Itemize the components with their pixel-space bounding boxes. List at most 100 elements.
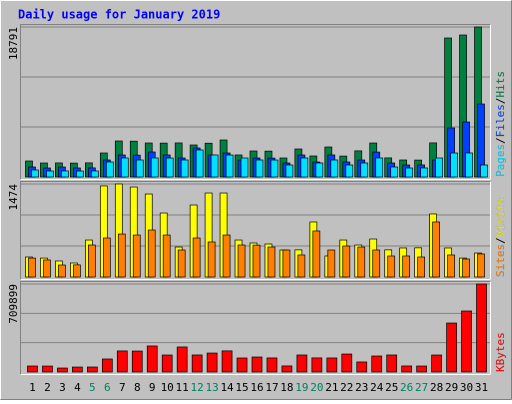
bar	[88, 244, 96, 278]
bar	[360, 162, 369, 178]
bar	[135, 159, 144, 178]
bar	[251, 356, 263, 373]
x-tick-label: 11	[176, 381, 189, 394]
legend-separator: /	[494, 98, 507, 105]
bar	[132, 234, 141, 278]
x-tick-label: 7	[119, 381, 126, 394]
x-tick-label: 4	[74, 381, 81, 394]
x-tick-label: 9	[149, 381, 156, 394]
bar	[102, 237, 111, 278]
x-tick-label: 20	[310, 381, 323, 394]
bar	[405, 167, 414, 178]
x-tick-label: 24	[370, 381, 384, 394]
bar	[28, 257, 36, 278]
x-tick-label: 17	[265, 381, 278, 394]
x-tick-label: 19	[295, 381, 308, 394]
bar	[101, 358, 113, 373]
bar	[237, 244, 246, 278]
bar	[311, 357, 323, 373]
x-tick-label: 12	[191, 381, 204, 394]
x-tick-label: 14	[220, 381, 234, 394]
x-tick-label: 15	[235, 381, 248, 394]
bar	[282, 249, 291, 278]
bar	[330, 159, 339, 178]
bar	[240, 157, 249, 178]
bar	[357, 246, 366, 278]
bar	[465, 152, 473, 178]
bar	[297, 254, 306, 278]
legend-separator: /	[494, 237, 507, 244]
bar	[372, 249, 381, 278]
legend-entry: KBytes	[494, 332, 507, 372]
legend: Pages/Files/Hits	[494, 71, 507, 177]
bar	[267, 246, 276, 278]
bar	[206, 352, 218, 373]
bar	[191, 354, 203, 373]
x-tick-label: 26	[400, 381, 413, 394]
legend-entry: Sites	[494, 244, 507, 277]
bar	[402, 255, 411, 278]
x-tick-label: 27	[415, 381, 428, 394]
bar	[116, 350, 128, 373]
bar	[375, 157, 384, 178]
bar	[76, 170, 84, 178]
bar	[120, 157, 129, 178]
x-tick-label: 18	[280, 381, 293, 394]
x-tick-label: 22	[340, 381, 353, 394]
x-tick-label: 5	[89, 381, 96, 394]
x-tick-label: 25	[385, 381, 398, 394]
bar	[176, 346, 188, 373]
x-tick-label: 10	[161, 381, 174, 394]
bar	[447, 254, 455, 278]
bar	[341, 353, 353, 373]
legend-entry: Files	[494, 104, 507, 137]
x-tick-label: 3	[59, 381, 66, 394]
bar	[161, 354, 173, 373]
bar	[236, 357, 248, 373]
bar	[387, 255, 396, 278]
x-tick-label: 1	[29, 381, 36, 394]
bar	[46, 170, 54, 178]
bar	[58, 264, 66, 278]
bar	[57, 367, 68, 373]
bar	[435, 157, 443, 178]
bar	[477, 253, 485, 278]
bar	[146, 345, 158, 373]
bar	[180, 159, 189, 178]
y-tick-label: 709899	[7, 284, 20, 324]
y-tick-label: 18791	[7, 27, 20, 60]
bar	[252, 244, 261, 278]
bar	[327, 249, 336, 278]
bar	[207, 241, 216, 278]
bar	[461, 310, 472, 373]
bar	[432, 221, 440, 278]
x-tick-label: 13	[205, 381, 218, 394]
bar	[131, 350, 143, 373]
bar	[390, 166, 399, 178]
x-tick-label: 16	[250, 381, 263, 394]
bar	[300, 157, 309, 178]
bar	[195, 149, 204, 178]
bar	[315, 162, 324, 178]
bar	[42, 365, 53, 373]
bar	[401, 365, 413, 373]
legend-separator: /	[494, 137, 507, 144]
bar	[165, 157, 174, 178]
bar	[266, 357, 278, 373]
bar	[285, 164, 294, 178]
bar	[177, 249, 186, 278]
bar	[105, 161, 114, 178]
bar	[43, 259, 51, 278]
bar	[326, 357, 338, 373]
bar	[420, 167, 428, 178]
bar	[356, 361, 368, 373]
bar	[73, 264, 81, 278]
bar	[61, 170, 69, 178]
bar	[446, 322, 457, 373]
x-tick-label: 30	[460, 381, 473, 394]
bar	[371, 355, 383, 373]
x-tick-label: 28	[430, 381, 443, 394]
bar	[192, 237, 201, 278]
bar	[87, 366, 98, 373]
